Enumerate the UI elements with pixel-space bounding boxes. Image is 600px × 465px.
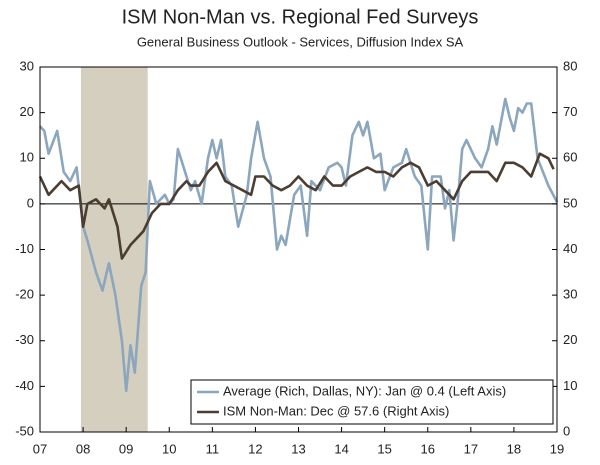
x-tick-label: 12 [248,441,262,456]
chart-subtitle: General Business Outlook - Services, Dif… [137,34,464,49]
x-tick-label: 11 [206,441,220,456]
y-tick-label: -40 [15,378,34,393]
y-tick-label: -20 [15,287,34,302]
x-tick-label: 19 [550,441,564,456]
y2-tick-label: 70 [563,104,577,119]
x-tick-label: 16 [421,441,435,456]
y-tick-label: 0 [27,195,34,210]
y-tick-label: 30 [20,58,34,73]
y-tick-label: 10 [20,150,34,165]
y2-tick-label: 60 [563,150,577,165]
x-tick-label: 09 [119,441,133,456]
y-tick-label: -10 [15,241,34,256]
legend-box [190,379,554,425]
series-line [39,97,559,393]
legend: Average (Rich, Dallas, NY): Jan @ 0.4 (L… [190,379,554,425]
x-tick-label: 17 [464,441,478,456]
x-tick-label: 10 [162,441,176,456]
y2-tick-label: 80 [563,58,577,73]
x-tick-label: 14 [334,441,348,456]
x-tick-label: 15 [377,441,391,456]
y2-tick-label: 10 [563,378,577,393]
x-tick-label: 08 [76,441,90,456]
x-tick-label: 13 [291,441,305,456]
y-tick-label: -50 [15,423,34,438]
plot-frame [39,66,558,433]
legend-label: ISM Non-Man: Dec @ 57.6 (Right Axis) [223,403,449,418]
y2-tick-label: 0 [563,423,570,438]
y2-tick-label: 50 [563,195,577,210]
y-tick-label: 20 [20,104,34,119]
y2-tick-label: 40 [563,241,577,256]
x-tick-label: 07 [33,441,47,456]
y2-tick-label: 30 [563,287,577,302]
x-tick-label: 18 [507,441,521,456]
y-tick-label: -30 [15,332,34,347]
chart-title: ISM Non-Man vs. Regional Fed Surveys [122,6,479,28]
legend-label: Average (Rich, Dallas, NY): Jan @ 0.4 (L… [223,383,506,398]
y2-tick-label: 20 [563,332,577,347]
series-line [38,152,555,260]
shaded-region [80,67,148,432]
